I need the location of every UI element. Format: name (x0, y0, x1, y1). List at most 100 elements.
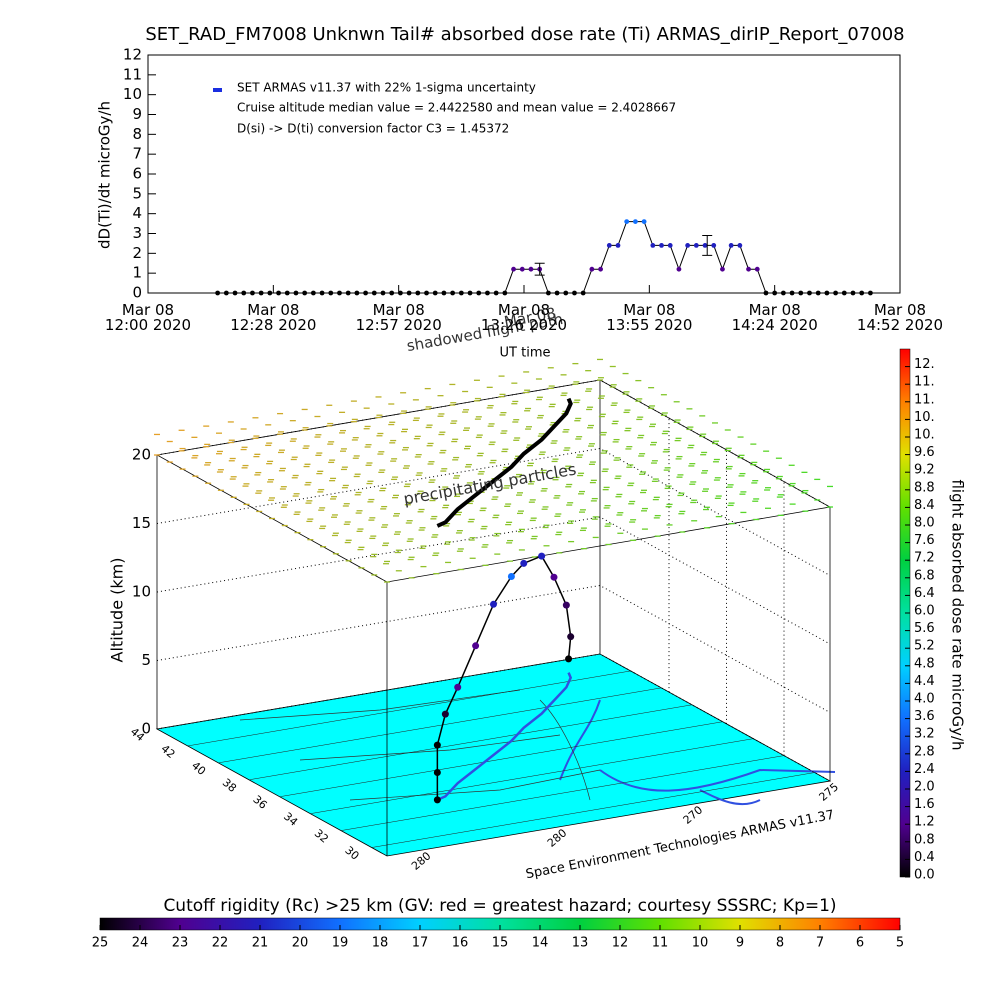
z-tick-label: 20 (132, 446, 151, 464)
colorbar-tick-label: 20 (292, 936, 309, 951)
x-axis-label: UT time (500, 346, 551, 361)
colorbar-tick-label: 0.0 (914, 868, 935, 883)
data-point (824, 290, 830, 296)
colorbar-tick-label: 4.8 (914, 656, 935, 671)
colorbar-tick-label: 13 (572, 936, 589, 951)
colorbar-tick-label: 3.6 (914, 709, 935, 724)
colorbar-tick-label: 7 (816, 936, 824, 951)
lon-tick-label: 280 (409, 849, 433, 872)
colorbar-tick-label: 15 (492, 936, 509, 951)
lat-grid-line (371, 772, 815, 848)
data-point (432, 290, 438, 296)
data-point (284, 290, 290, 296)
data-point (606, 243, 612, 248)
z-tick-label: 10 (132, 583, 151, 601)
data-point (371, 290, 377, 296)
colorbar-tick-label: 6.8 (914, 568, 935, 583)
flight-point (490, 600, 497, 608)
colorbar-tick-label: 11. (914, 392, 935, 407)
colorbar-tick-label: 22 (212, 936, 229, 951)
data-point (485, 290, 490, 296)
colorbar-tick-label: 2.4 (914, 762, 935, 777)
colorbar-tick-label: 8.8 (914, 480, 935, 495)
data-point (841, 290, 847, 296)
flight-point (562, 601, 570, 609)
data-point (859, 290, 865, 296)
z-tick-label: 0 (141, 720, 151, 738)
data-point (659, 243, 664, 248)
flight-path (436, 555, 572, 800)
flight-point (454, 683, 462, 691)
x-tick-label: Mar 08 14:24 2020 (731, 301, 818, 334)
x-tick-label: Mar 08 12:00 2020 (104, 301, 192, 334)
lat-tick-label: 42 (158, 742, 177, 761)
data-point (528, 266, 534, 272)
data-point (563, 290, 569, 296)
data-point (693, 243, 699, 248)
legend-marker (213, 88, 222, 92)
data-point (650, 243, 656, 248)
y-tick-label: 2 (132, 244, 142, 262)
flight-point (550, 573, 558, 581)
x-tick-label: Mar 08 12:28 2020 (230, 301, 317, 334)
colorbar-tick-label: 11 (652, 936, 669, 951)
flight-point (433, 741, 441, 749)
data-point (258, 290, 264, 296)
y-tick-label: 8 (132, 125, 142, 143)
data-point (458, 290, 464, 296)
x-tick-label: Mar 08 14:52 2020 (856, 301, 944, 334)
data-point (720, 266, 725, 272)
data-point (441, 290, 447, 296)
data-point (250, 290, 255, 296)
error-bar-line (702, 234, 713, 256)
colorbar-tick-label: 6.4 (914, 586, 935, 601)
colorbar-tick-label: 9.6 (914, 445, 935, 460)
y-tick-label: 10 (123, 85, 142, 103)
flight-point (441, 710, 449, 718)
y-tick-label: 12 (123, 46, 142, 64)
colorbar-tick-label: 10 (692, 936, 709, 951)
colorbar-tick-label: 10. (914, 410, 935, 425)
lat-tick-label: 36 (250, 793, 269, 812)
colorbar-tick-label: 6 (856, 936, 864, 951)
flight-point (433, 796, 441, 804)
flight-point (507, 573, 515, 581)
y-tick-label: 4 (132, 204, 142, 222)
data-point (615, 243, 621, 248)
lon-tick-label: 275 (817, 780, 841, 803)
colorbar-title: Cutoff rigidity (Rc) >25 km (GV: red = g… (163, 896, 836, 916)
error-bar (702, 234, 713, 256)
z-grid-line (156, 516, 831, 645)
data-point (633, 219, 638, 225)
colorbar-tick-label: 9.2 (914, 463, 935, 478)
colorbar-tick-label: 6.0 (914, 604, 935, 619)
legend-note: D(si) -> D(ti) conversion factor C3 = 1.… (237, 122, 509, 136)
data-point (545, 290, 551, 296)
series-line (217, 221, 871, 294)
y-tick-label: 6 (132, 165, 142, 183)
z-grid-line (156, 584, 831, 713)
y-tick-label: 9 (132, 105, 142, 123)
data-point (450, 290, 456, 296)
x-tick-label: Mar 08 12:57 2020 (355, 301, 442, 334)
data-point (337, 290, 342, 296)
lon-tick-label: 280 (545, 826, 569, 849)
colorbar-tick-label: 0.8 (914, 832, 935, 847)
y-tick-label: 5 (132, 184, 142, 202)
colorbar-tick-label: 8 (776, 936, 784, 951)
data-point (815, 290, 821, 296)
data-point (711, 243, 717, 248)
lat-tick-label: 38 (220, 776, 239, 795)
data-point (476, 290, 482, 296)
data-point (398, 290, 403, 296)
x-tick-label: Mar 08 13:26 2020 (480, 301, 568, 334)
colorbar-tick-label: 1.2 (914, 815, 935, 830)
particle-layer (154, 358, 833, 583)
data-point (589, 266, 595, 272)
flight-point (565, 655, 573, 663)
lat-grid-line (187, 670, 631, 747)
data-point (345, 290, 351, 296)
data-point (737, 243, 743, 248)
data-point (763, 290, 769, 296)
data-point (772, 290, 778, 296)
